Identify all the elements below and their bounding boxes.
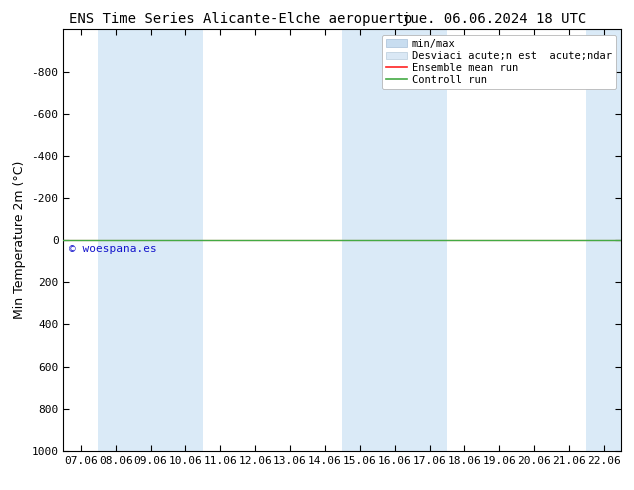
Legend: min/max, Desviaci acute;n est  acute;ndar, Ensemble mean run, Controll run: min/max, Desviaci acute;n est acute;ndar… bbox=[382, 35, 616, 89]
Bar bbox=[377, 29, 412, 451]
Bar bbox=[168, 29, 203, 451]
Y-axis label: Min Temperature 2m (°C): Min Temperature 2m (°C) bbox=[13, 161, 26, 319]
Text: jue. 06.06.2024 18 UTC: jue. 06.06.2024 18 UTC bbox=[403, 12, 586, 26]
Bar bbox=[133, 29, 168, 451]
Text: ENS Time Series Alicante-Elche aeropuerto: ENS Time Series Alicante-Elche aeropuert… bbox=[69, 12, 413, 26]
Text: © woespana.es: © woespana.es bbox=[69, 245, 157, 254]
Bar bbox=[412, 29, 447, 451]
Bar bbox=[342, 29, 377, 451]
Bar bbox=[98, 29, 133, 451]
Bar bbox=[586, 29, 621, 451]
